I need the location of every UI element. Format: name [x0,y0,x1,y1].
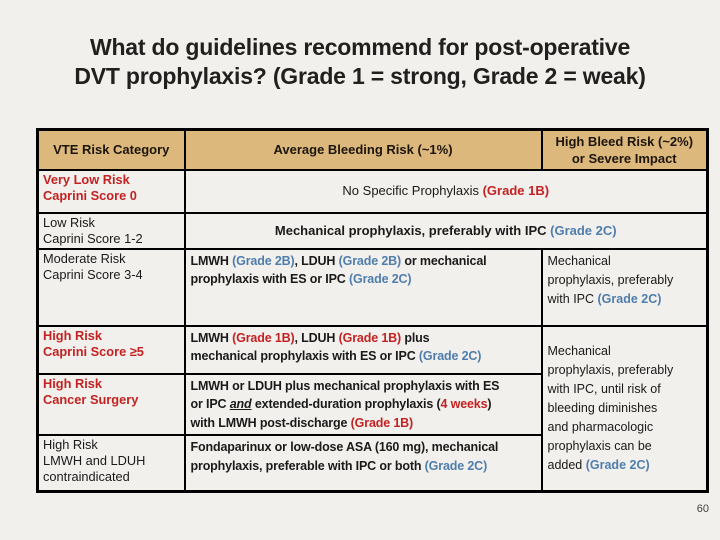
table-row-moderate-risk: Moderate Risk Caprini Score 3-4 LMWH (Gr… [36,247,709,327]
cell-category-very-low-risk: Very Low Risk Caprini Score 0 [36,168,186,214]
header-average-bleeding-risk: Average Bleeding Risk (~1%) [183,128,543,171]
cell-category-high-risk-caprini: High Risk Caprini Score ≥5 [36,324,186,375]
cell-category-high-risk-contraindicated: High Risk LMWH and LDUH contraindicated [36,434,186,492]
cell-avg-bleed-high-risk-caprini: LMWH (Grade 1B), LDUH (Grade 1B) plus me… [183,324,543,375]
cell-recommendation-very-low-risk: No Specific Prophylaxis (Grade 1B) [183,168,709,214]
cell-avg-bleed-moderate-risk: LMWH (Grade 2B), LDUH (Grade 2B) or mech… [183,247,543,327]
cell-category-low-risk: Low Risk Caprini Score 1-2 [36,211,186,250]
table-row-very-low-risk: Very Low Risk Caprini Score 0 No Specifi… [36,168,709,214]
cell-category-moderate-risk: Moderate Risk Caprini Score 3-4 [36,247,186,327]
header-vte-risk-category: VTE Risk Category [36,128,186,171]
page-number: 60 [696,503,709,515]
table-row-high-risk-cancer: High Risk Cancer Surgery LMWH or LDUH pl… [36,372,708,436]
cell-category-high-risk-cancer: High Risk Cancer Surgery [36,372,186,436]
header-high-bleed-risk: High Bleed Risk (~2%) or Severe Impact [540,128,709,171]
cell-avg-bleed-high-risk-cancer: LMWH or LDUH plus mechanical prophylaxis… [183,372,543,436]
dvt-prophylaxis-table: VTE Risk Category Average Bleeding Risk … [36,128,709,493]
table-row-low-risk: Low Risk Caprini Score 1-2 Mechanical pr… [36,211,709,250]
cell-recommendation-low-risk: Mechanical prophylaxis, preferably with … [183,211,709,250]
slide-title: What do guidelines recommend for post-op… [74,34,646,89]
cell-high-bleed-moderate-risk: Mechanical prophylaxis, preferably with … [540,247,709,327]
cell-high-bleed-merged: Mechanical prophylaxis, preferably with … [540,324,709,492]
cell-avg-bleed-high-risk-contraindicated: Fondaparinux or low-dose ASA (160 mg), m… [183,434,543,492]
table-header-row: VTE Risk Category Average Bleeding Risk … [36,128,709,171]
table-row-high-risk-caprini: High Risk Caprini Score ≥5 LMWH (Grade 1… [36,324,709,492]
table-row-high-risk-contraindicated: High Risk LMWH and LDUH contraindicated … [36,434,708,492]
